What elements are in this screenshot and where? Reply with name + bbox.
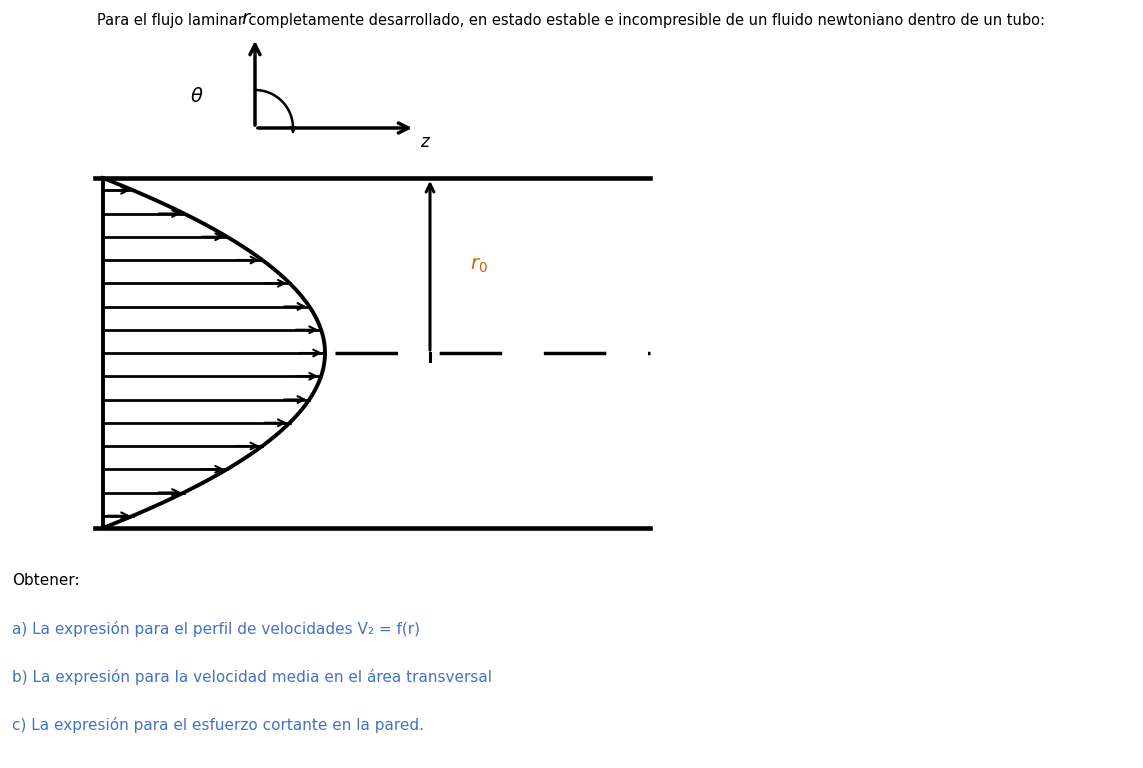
Text: Para el flujo laminar completamente desarrollado, en estado estable e incompresi: Para el flujo laminar completamente desa… [97, 13, 1045, 28]
Text: a) La expresión para el perfil de velocidades V₂ = f(r): a) La expresión para el perfil de veloci… [11, 621, 419, 637]
Text: $\theta$: $\theta$ [190, 87, 203, 105]
Text: b) La expresión para la velocidad media en el área transversal: b) La expresión para la velocidad media … [11, 669, 491, 685]
Text: $z$: $z$ [419, 133, 431, 151]
Text: $r_0$: $r_0$ [470, 256, 488, 275]
Text: Obtener:: Obtener: [11, 573, 80, 588]
Text: $r$: $r$ [241, 9, 253, 28]
Text: c) La expresión para el esfuerzo cortante en la pared.: c) La expresión para el esfuerzo cortant… [11, 717, 424, 733]
